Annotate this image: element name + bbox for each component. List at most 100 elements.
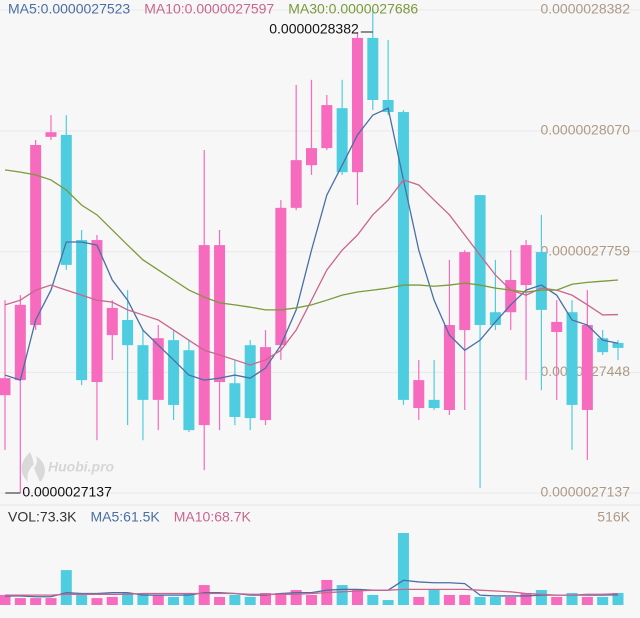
candle-body (152, 338, 164, 400)
volume-bar (106, 596, 118, 605)
volume-bar (551, 596, 563, 605)
candle-body (45, 132, 57, 137)
legend-entry: MA10:0.0000027597 (144, 1, 274, 17)
volume-bar (122, 592, 134, 605)
volume-bar (137, 592, 149, 605)
volume-bar (459, 594, 471, 605)
legend-entry: MA10:68.7K (174, 509, 252, 525)
volume-bar (229, 594, 241, 605)
volume-bar (0, 594, 11, 605)
candle-body (551, 321, 563, 332)
volume-bar (152, 594, 164, 605)
candle-body (106, 307, 118, 336)
candle-body (14, 304, 26, 381)
candle-body (367, 37, 379, 101)
volume-bar (30, 598, 42, 605)
y-tick-label: 0.0000028382 (540, 1, 630, 17)
candle-body (382, 100, 394, 113)
y-tick-label: 516K (597, 509, 630, 525)
candle-body (489, 312, 501, 326)
candle-body (459, 252, 471, 331)
volume-bar (306, 594, 317, 605)
candle-body (505, 280, 517, 313)
low-label: 0.0000027137 (22, 484, 112, 500)
volume-bar (566, 592, 578, 605)
volume-bar (168, 596, 180, 605)
volume-bar (505, 596, 517, 605)
volume-bar (443, 594, 455, 605)
candle-body (0, 378, 11, 396)
watermark: Huobi.pro (48, 459, 115, 475)
candle-body (413, 380, 425, 409)
candle-body (474, 195, 486, 326)
candle-body (244, 345, 256, 419)
candle-body (443, 325, 455, 410)
volume-bar (413, 596, 425, 605)
ma-line (4, 179, 619, 366)
volume-bar (428, 590, 440, 605)
volume-bar (581, 596, 593, 605)
volume-bar (244, 596, 256, 605)
candle-body (612, 342, 624, 348)
candle-body (306, 148, 317, 166)
candle-body (76, 240, 88, 381)
legend-entry: VOL:73.3K (8, 509, 77, 525)
volume-bar (183, 592, 195, 605)
volume-bar (397, 533, 409, 605)
ma-line (4, 169, 619, 311)
volume-bar (520, 592, 532, 605)
volume-bar (290, 590, 302, 605)
candle-body (397, 112, 409, 400)
y-tick-label: 0.0000028070 (540, 122, 630, 138)
ma-line (4, 107, 619, 381)
candle-body (535, 252, 547, 310)
legend-entry: MA30:0.0000027686 (288, 1, 418, 17)
candle-body (30, 145, 42, 326)
volume-bar (214, 596, 226, 605)
candle-body (260, 347, 272, 421)
candle-body (275, 207, 287, 346)
candle-body (183, 350, 195, 431)
volume-bar (91, 598, 103, 605)
candle-body (214, 245, 226, 383)
legend-entry: MA5:0.0000027523 (8, 1, 130, 17)
candle-body (321, 105, 333, 149)
candle-body (428, 399, 440, 409)
volume-bar (474, 596, 486, 605)
candle-body (566, 312, 578, 405)
volume-bar (275, 592, 287, 605)
legend-entry: MA5:61.5K (91, 509, 161, 525)
candle-body (137, 345, 149, 400)
candle-body (168, 340, 180, 405)
y-tick-label: 0.0000027137 (540, 484, 630, 500)
candle-body (229, 383, 241, 417)
volume-bar (382, 600, 394, 605)
volume-bar (76, 594, 88, 605)
volume-bar (45, 598, 57, 605)
candle-body (520, 245, 532, 286)
candle-body (597, 338, 609, 353)
volume-bar (535, 590, 547, 605)
volume-bar (489, 596, 501, 605)
high-label: 0.0000028382 (269, 21, 359, 37)
candle-body (198, 245, 210, 426)
candle-body (351, 37, 363, 173)
volume-bar (351, 590, 363, 605)
volume-bar (198, 585, 210, 605)
volume-bar (612, 592, 624, 605)
volume-bar (367, 594, 379, 605)
candle-body (122, 319, 134, 346)
volume-bar (336, 585, 348, 605)
volume-bar (597, 596, 609, 605)
watermark-logo (21, 452, 45, 482)
volume-bar (260, 592, 272, 605)
volume-bar (14, 598, 26, 605)
candle-body (336, 108, 348, 173)
candle-body (60, 134, 72, 265)
candle-body (290, 160, 302, 208)
ma-line (5, 579, 619, 598)
